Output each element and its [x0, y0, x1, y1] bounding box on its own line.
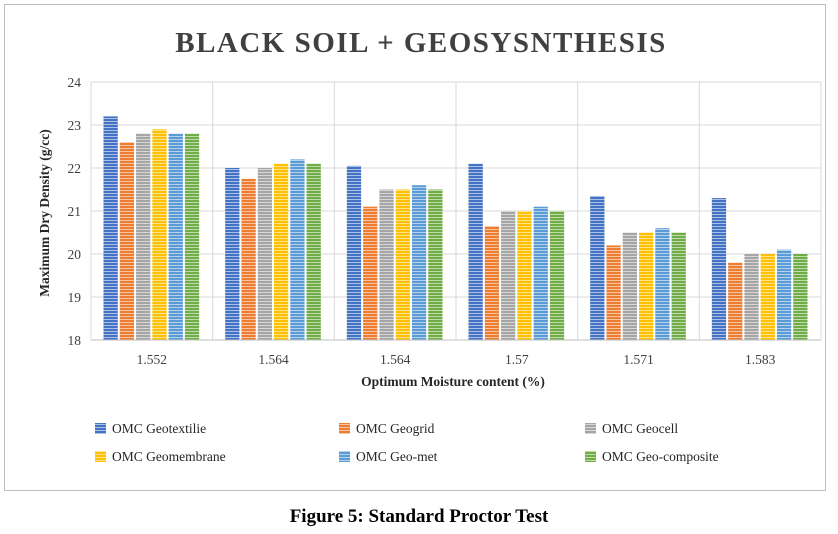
- bar-omc-geo-met-4: [655, 228, 670, 340]
- bar-omc-geogrid-1: [241, 178, 256, 340]
- x-tick-label: 1.564: [380, 352, 411, 367]
- bar-omc-geo-composite-0: [184, 133, 200, 340]
- bar-omc-geo-met-0: [168, 133, 183, 340]
- bar-omc-geocell-5: [744, 254, 759, 340]
- y-tick-label: 19: [68, 290, 82, 305]
- x-tick-label: 1.583: [745, 352, 776, 367]
- x-tick-label: 1.564: [258, 352, 289, 367]
- bar-omc-geomembrane-3: [517, 211, 532, 340]
- legend-label: OMC Geo-composite: [602, 449, 719, 464]
- bar-omc-geocell-4: [622, 232, 637, 340]
- bar-omc-geogrid-0: [119, 142, 135, 340]
- legend-label: OMC Geogrid: [356, 421, 435, 436]
- gridlines: [90, 81, 822, 341]
- legend-label: OMC Geocell: [602, 421, 678, 436]
- bar-omc-geomembrane-2: [395, 189, 410, 340]
- bar-omc-geo-met-1: [290, 159, 305, 340]
- legend-swatch: [339, 451, 350, 462]
- y-tick-label: 20: [68, 247, 82, 262]
- y-axis-title: Maximum Dry Density (g/cc): [37, 129, 52, 297]
- legend-swatch: [585, 423, 596, 434]
- bar-omc-geomembrane-4: [639, 232, 654, 340]
- y-tick-label: 23: [68, 118, 82, 133]
- bar-omc-geocell-0: [136, 133, 151, 340]
- legend-label: OMC Geotextilie: [112, 421, 206, 436]
- bar-omc-geo-composite-5: [793, 254, 808, 340]
- bar-omc-geotextilie-1: [225, 168, 240, 340]
- legend-swatch: [585, 451, 596, 462]
- legend-swatch: [95, 423, 106, 434]
- chart-title: BLACK SOIL + GEOSYSNTHESIS: [175, 27, 667, 59]
- bar-omc-geocell-2: [379, 189, 394, 340]
- bar-omc-geocell-1: [257, 168, 272, 340]
- x-tick-label: 1.57: [505, 352, 529, 367]
- bar-omc-geo-composite-2: [428, 189, 443, 340]
- bar-omc-geotextilie-4: [590, 195, 605, 340]
- x-tick-label: 1.571: [623, 352, 653, 367]
- bar-omc-geomembrane-5: [760, 254, 775, 340]
- bar-omc-geomembrane-1: [274, 163, 289, 340]
- x-tick-label: 1.552: [137, 352, 167, 367]
- bar-omc-geo-composite-4: [671, 232, 686, 340]
- bar-omc-geocell-3: [501, 211, 516, 340]
- legend: OMC Geotextilie OMC Geogrid OMC Geocell OMC…: [95, 421, 719, 464]
- bars: [103, 116, 808, 341]
- bar-omc-geogrid-4: [606, 245, 621, 340]
- bar-omc-geo-met-5: [776, 249, 792, 340]
- legend-swatch: [95, 451, 106, 462]
- axes: 18 19 20 21 22 23 24 1.552 1.564 1.564 1.57 1.571 1.…: [68, 75, 821, 367]
- bar-omc-geotextilie-2: [346, 165, 362, 340]
- legend-label: OMC Geo-met: [356, 449, 438, 464]
- bar-omc-geo-met-3: [533, 206, 548, 340]
- bar-omc-geogrid-5: [728, 262, 743, 340]
- bar-chart: BLACK SOIL + GEOSYSNTHESIS 18 19 20 21 22 23 2…: [37, 27, 822, 464]
- y-tick-label: 22: [68, 161, 82, 176]
- chart-frame: BLACK SOIL + GEOSYSNTHESIS 18 19 20 21 22 23 2…: [4, 4, 826, 491]
- bar-omc-geo-composite-3: [549, 211, 565, 340]
- figure-caption: Figure 5: Standard Proctor Test: [289, 506, 549, 527]
- bar-omc-geotextilie-5: [711, 198, 727, 340]
- bar-omc-geogrid-3: [484, 226, 500, 340]
- y-tick-label: 18: [68, 333, 82, 348]
- x-axis-title: Optimum Moisture content (%): [361, 374, 545, 389]
- bar-omc-geo-met-2: [411, 185, 427, 340]
- bar-omc-geotextilie-3: [468, 163, 483, 340]
- legend-swatch: [339, 423, 350, 434]
- legend-label: OMC Geomembrane: [112, 449, 226, 464]
- y-tick-label: 21: [68, 204, 82, 219]
- y-tick-label: 24: [68, 75, 82, 90]
- bar-omc-geotextilie-0: [103, 116, 118, 341]
- bar-omc-geogrid-2: [363, 206, 378, 340]
- bar-omc-geomembrane-0: [152, 129, 167, 340]
- bar-omc-geo-composite-1: [306, 163, 321, 340]
